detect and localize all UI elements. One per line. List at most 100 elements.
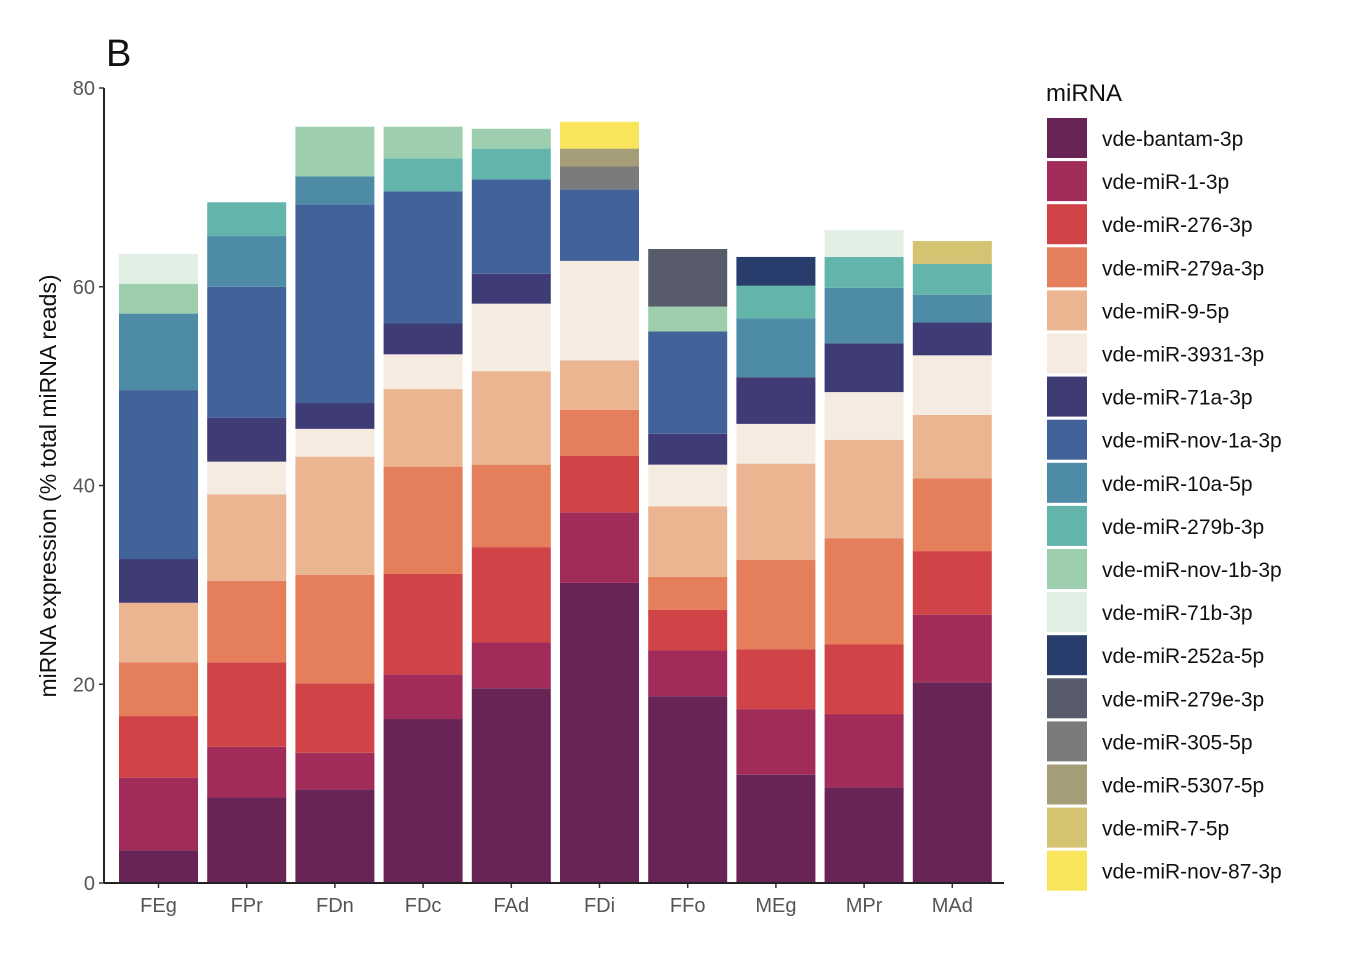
bar-segment-FEg-vde-miR-1-3p <box>119 777 198 851</box>
bar-segment-FDi-vde-miR-nov-87-3p <box>560 121 639 149</box>
x-tick-label: FEg <box>140 895 177 917</box>
legend-label: vde-miR-279a-3p <box>1102 257 1264 280</box>
bar-segment-MAd-vde-miR-279a-3p <box>912 478 992 552</box>
bar-segment-FPr-vde-miR-10a-5p <box>207 236 287 287</box>
bar-segment-FFo-vde-miR-71a-3p <box>648 433 728 465</box>
legend-label: vde-miR-3931-3p <box>1102 344 1264 367</box>
bar-segment-FDi-vde-miR-9-5p <box>560 360 639 410</box>
legend-title: miRNA <box>1046 80 1122 107</box>
y-tick-label: 60 <box>73 277 95 299</box>
bar-segment-FDc-vde-miR-71a-3p <box>383 323 463 355</box>
bar-segment-FDi-vde-miR-5307-5p <box>560 148 639 167</box>
x-tick-label: FDc <box>405 895 442 917</box>
legend-swatch <box>1047 635 1087 676</box>
bar-segment-FPr-vde-miR-276-3p <box>207 662 287 747</box>
legend-swatch <box>1047 505 1087 546</box>
bar-segment-FPr-vde-bantam-3p <box>207 797 287 883</box>
bar-segment-MPr-vde-miR-279a-3p <box>824 538 904 645</box>
bar-segment-FFo-vde-miR-276-3p <box>648 609 728 651</box>
bar-segment-FFo-vde-miR-nov-1a-3p <box>648 331 728 434</box>
legend-label: vde-miR-9-5p <box>1102 300 1229 323</box>
legend-label: vde-miR-279e-3p <box>1102 688 1264 711</box>
bar-segment-MPr-vde-miR-71b-3p <box>824 230 904 257</box>
bar-segment-MEg-vde-miR-9-5p <box>736 463 816 561</box>
bar-segment-FDn-vde-miR-276-3p <box>295 683 375 753</box>
legend-label: vde-bantam-3p <box>1102 128 1243 151</box>
bar-segment-MEg-vde-miR-3931-3p <box>736 423 816 464</box>
legend-label: vde-miR-1-3p <box>1102 171 1229 194</box>
legend-label: vde-miR-305-5p <box>1102 731 1253 754</box>
x-tick-label: MAd <box>932 895 973 917</box>
bar-segment-MAd-vde-bantam-3p <box>912 682 992 883</box>
bar-segment-FAd-vde-miR-279a-3p <box>471 464 551 548</box>
bar-segment-FDi-vde-bantam-3p <box>560 582 639 883</box>
x-tick-label: FAd <box>494 895 530 917</box>
bar-segment-FDn-vde-miR-1-3p <box>295 752 375 790</box>
bar-segment-FDc-vde-miR-279b-3p <box>383 158 463 192</box>
y-tick-label: 80 <box>73 78 95 100</box>
bar-segment-FDc-vde-miR-279a-3p <box>383 466 463 574</box>
bar-segment-MPr-vde-miR-1-3p <box>824 714 904 788</box>
legend-swatch <box>1047 592 1087 633</box>
legend-label: vde-miR-71b-3p <box>1102 602 1253 625</box>
legend-swatch <box>1047 850 1087 891</box>
bar-segment-FPr-vde-miR-nov-1a-3p <box>207 286 287 418</box>
bar-segment-FAd-vde-miR-nov-1a-3p <box>471 179 551 274</box>
bar-segment-MAd-vde-miR-279b-3p <box>912 263 992 295</box>
bar-segment-MPr-vde-miR-10a-5p <box>824 287 904 344</box>
bar-segment-FDn-vde-miR-9-5p <box>295 456 375 575</box>
bar-segment-MEg-vde-miR-10a-5p <box>736 318 816 378</box>
y-tick-label: 40 <box>73 476 95 498</box>
x-tick-label: FPr <box>231 895 264 917</box>
legend-swatch <box>1047 807 1087 848</box>
bar-segment-FDn-vde-miR-3931-3p <box>295 428 375 457</box>
bar-segment-FDn-vde-miR-279a-3p <box>295 574 375 684</box>
legend-label: vde-miR-252a-5p <box>1102 645 1264 668</box>
bar-segment-FAd-vde-miR-279b-3p <box>471 148 551 180</box>
bar-segment-FEg-vde-miR-9-5p <box>119 602 198 663</box>
bar-segment-FDi-vde-miR-1-3p <box>560 512 639 583</box>
bar-segment-FFo-vde-miR-279e-3p <box>648 248 728 307</box>
bar-segment-FAd-vde-miR-1-3p <box>471 642 551 689</box>
bar-segment-FAd-vde-miR-276-3p <box>471 547 551 643</box>
legend-label: vde-miR-276-3p <box>1102 214 1253 237</box>
bar-segment-MEg-vde-miR-71a-3p <box>736 377 816 424</box>
bar-segment-FAd-vde-bantam-3p <box>471 688 551 883</box>
axes-group: FEg FPr FDn FDc FAd FDi FFo MEg MPr MAd 0 20 40 60 80 <box>73 78 1004 917</box>
legend-label: vde-miR-279b-3p <box>1102 516 1264 539</box>
bar-segment-FDi-vde-miR-nov-1a-3p <box>560 189 639 261</box>
bar-segment-FEg-vde-miR-nov-1b-3p <box>119 283 198 314</box>
bar-segment-MAd-vde-miR-9-5p <box>912 414 992 479</box>
bar-segment-FDc-vde-miR-3931-3p <box>383 354 463 390</box>
legend-swatch <box>1047 419 1087 460</box>
legend-swatch <box>1047 721 1087 762</box>
bar-segment-FAd-vde-miR-9-5p <box>471 371 551 465</box>
bar-segment-FFo-vde-bantam-3p <box>648 696 728 883</box>
legend-label: vde-miR-nov-87-3p <box>1102 861 1282 884</box>
bar-segment-MEg-vde-miR-279a-3p <box>736 560 816 650</box>
legend-label: vde-miR-nov-1b-3p <box>1102 559 1282 582</box>
legend-label: vde-miR-5307-5p <box>1102 775 1264 798</box>
bar-segment-FEg-vde-miR-276-3p <box>119 716 198 778</box>
x-tick-label: MEg <box>755 895 796 917</box>
legend-label: vde-miR-10a-5p <box>1102 473 1253 496</box>
x-tick-label: FDi <box>584 895 615 917</box>
legend-swatch <box>1047 290 1087 331</box>
bar-segment-FDc-vde-miR-9-5p <box>383 389 463 467</box>
bar-segment-MAd-vde-miR-1-3p <box>912 614 992 683</box>
bar-segment-FEg-vde-bantam-3p <box>119 850 198 883</box>
bar-segment-FDc-vde-bantam-3p <box>383 719 463 883</box>
bar-segment-FFo-vde-miR-1-3p <box>648 650 728 697</box>
bar-segment-FAd-vde-miR-nov-1b-3p <box>471 128 551 149</box>
bar-segment-MAd-vde-miR-71a-3p <box>912 322 992 356</box>
bar-segment-FPr-vde-miR-279b-3p <box>207 202 287 237</box>
panel-label: B <box>106 33 131 75</box>
y-tick-label: 0 <box>84 873 95 895</box>
bar-segment-FAd-vde-miR-3931-3p <box>471 303 551 372</box>
legend-swatch <box>1047 204 1087 245</box>
bar-segment-FFo-vde-miR-3931-3p <box>648 464 728 507</box>
legend-swatch <box>1047 764 1087 805</box>
bar-segment-MPr-vde-miR-3931-3p <box>824 392 904 440</box>
bar-segment-FDi-vde-miR-3931-3p <box>560 260 639 361</box>
